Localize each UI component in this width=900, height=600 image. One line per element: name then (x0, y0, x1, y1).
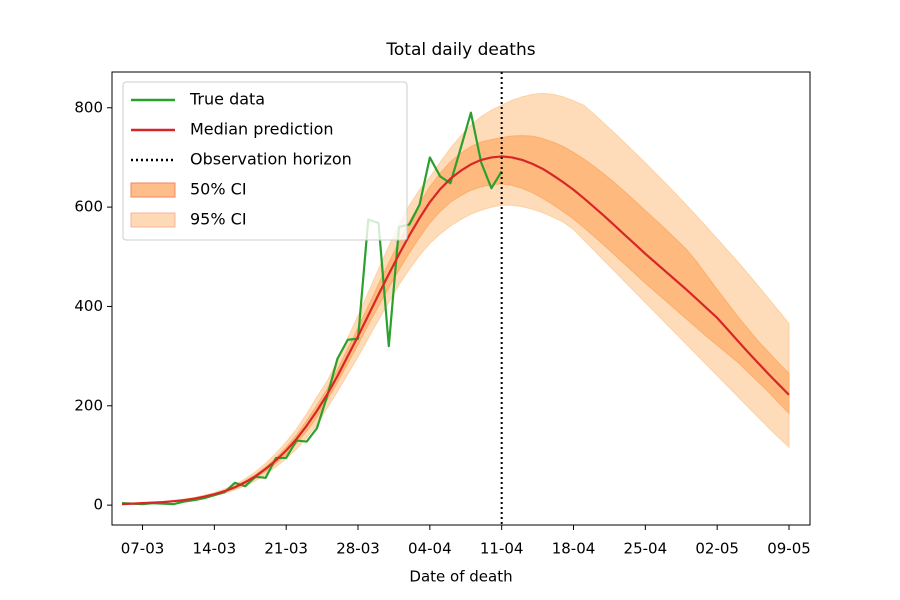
legend-label: 50% CI (190, 180, 247, 199)
x-tick-label: 25-04 (624, 540, 668, 558)
series-line (121, 111, 503, 506)
y-tick-label: 0 (93, 496, 103, 514)
x-axis-label: Date of death (409, 568, 512, 586)
legend-label: 95% CI (190, 210, 247, 229)
y-tick-label: 200 (74, 396, 103, 414)
legend-swatch (130, 182, 176, 198)
x-tick-label: 07-03 (121, 540, 165, 558)
y-tick-label: 600 (74, 198, 103, 216)
x-tick-label: 11-04 (480, 540, 524, 558)
legend-label: True data (189, 90, 265, 109)
x-tick-label: 14-03 (193, 540, 237, 558)
y-tick-label: 400 (74, 297, 103, 315)
x-tick-label: 04-04 (408, 540, 452, 558)
legend-box (122, 81, 408, 241)
x-tick-label: 28-03 (336, 540, 380, 558)
plot-frame (111, 71, 811, 526)
chart-title: Total daily deaths (385, 40, 535, 60)
y-tick-label: 800 (74, 98, 103, 116)
x-tick-label: 02-05 (695, 540, 739, 558)
legend-label: Median prediction (190, 120, 334, 139)
legend: True data Median prediction Observation ho… (122, 81, 408, 241)
series-line (121, 155, 790, 506)
x-tick-label: 09-05 (767, 540, 811, 558)
x-tick-label: 21-03 (264, 540, 308, 558)
legend-label: Observation horizon (190, 150, 352, 169)
legend-swatch (130, 212, 176, 228)
x-tick-label: 18-04 (552, 540, 596, 558)
